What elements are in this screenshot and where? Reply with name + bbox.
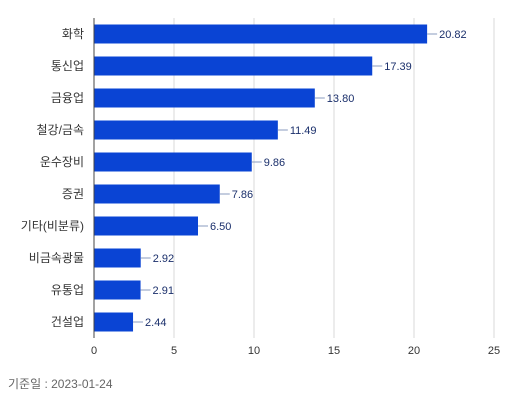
x-tick-label: 10 xyxy=(248,345,260,357)
value-label: 9.86 xyxy=(264,157,285,169)
x-tick-label: 0 xyxy=(91,345,97,357)
value-label: 11.49 xyxy=(290,125,317,137)
category-label: 비금속광물 xyxy=(29,251,84,265)
x-tick-label: 20 xyxy=(408,345,420,357)
value-label: 2.44 xyxy=(145,317,166,329)
bar xyxy=(94,280,141,300)
bar xyxy=(94,152,252,172)
category-label: 통신업 xyxy=(51,59,84,73)
value-label: 2.91 xyxy=(153,285,174,297)
category-label: 유통업 xyxy=(51,283,84,297)
value-label: 20.82 xyxy=(439,29,467,41)
category-label: 기타(비분류) xyxy=(21,219,84,233)
bar xyxy=(94,312,134,332)
bar xyxy=(94,248,141,268)
category-label: 금융업 xyxy=(51,91,84,105)
value-label: 6.50 xyxy=(210,221,231,233)
bar xyxy=(94,184,220,204)
bar xyxy=(94,216,198,236)
bar xyxy=(94,56,373,76)
x-tick-label: 25 xyxy=(488,345,500,357)
bar xyxy=(94,88,315,108)
category-label: 운수장비 xyxy=(40,155,84,169)
value-label: 13.80 xyxy=(327,93,355,105)
category-label: 화학 xyxy=(62,27,84,41)
bar-chart: 0 5 10 15 20 25 화학 20.82 통신업 17.39 금융업 13.80 철강/금속 11… xyxy=(21,18,500,357)
category-label: 건설업 xyxy=(51,315,84,329)
base-date-note: 기준일 : 2023-01-24 xyxy=(8,377,113,391)
bar xyxy=(94,120,278,140)
x-tick-label: 5 xyxy=(171,345,177,357)
category-label: 증권 xyxy=(62,187,84,201)
value-label: 17.39 xyxy=(384,61,412,73)
x-tick-label: 15 xyxy=(328,345,340,357)
value-label: 7.86 xyxy=(232,189,253,201)
bar xyxy=(94,24,428,44)
category-label: 철강/금속 xyxy=(37,123,85,137)
value-label: 2.92 xyxy=(153,253,174,265)
